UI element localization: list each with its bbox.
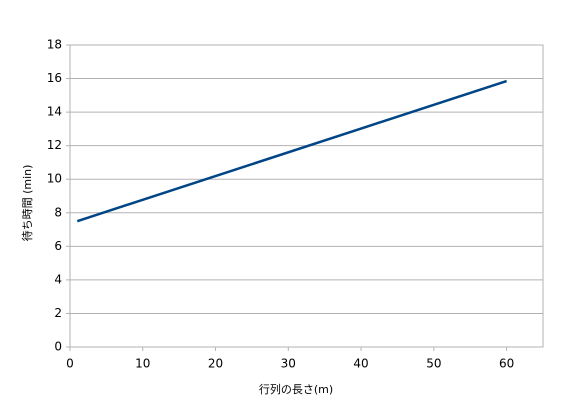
y-tick-label: 2 bbox=[54, 306, 62, 320]
y-axis-title: 待ち時間 (min) bbox=[20, 165, 34, 242]
x-axis-title: 行列の長さ(m) bbox=[259, 382, 333, 396]
y-tick-label: 12 bbox=[47, 138, 62, 152]
x-tick-label: 60 bbox=[499, 357, 514, 371]
x-tick-label: 20 bbox=[208, 357, 223, 371]
y-tick-label: 8 bbox=[54, 205, 62, 219]
y-tick-label: 18 bbox=[47, 38, 62, 52]
y-tick-label: 4 bbox=[54, 272, 62, 286]
y-tick-label: 16 bbox=[47, 71, 62, 85]
x-tick-label: 10 bbox=[135, 357, 150, 371]
x-tick-label: 30 bbox=[281, 357, 296, 371]
data-line bbox=[76, 79, 508, 223]
x-tick-label: 40 bbox=[353, 357, 368, 371]
plot-frame bbox=[69, 44, 544, 348]
y-tick-label: 0 bbox=[54, 340, 62, 354]
x-tick-label: 0 bbox=[66, 357, 74, 371]
x-tick-label: 50 bbox=[426, 357, 441, 371]
y-tick-label: 6 bbox=[54, 239, 62, 253]
y-tick-label: 10 bbox=[47, 172, 62, 186]
y-tick-label: 14 bbox=[47, 105, 62, 119]
